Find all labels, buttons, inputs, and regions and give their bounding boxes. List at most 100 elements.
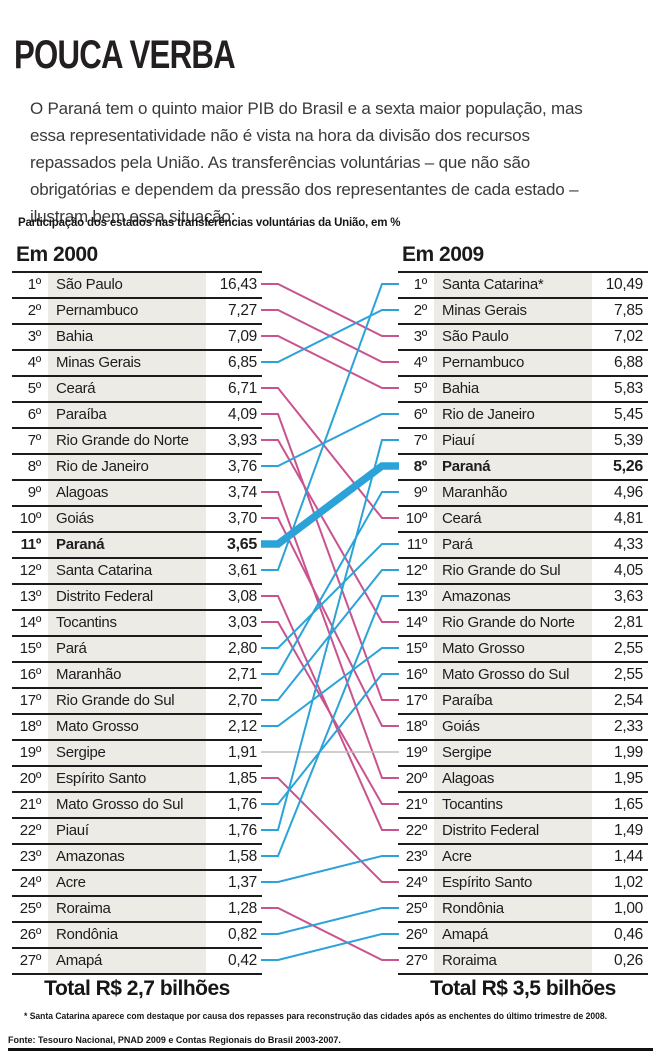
value-cell: 3,70 xyxy=(228,510,257,527)
value-cell: 3,76 xyxy=(228,458,257,475)
value-cell: 6,71 xyxy=(228,380,257,397)
rank-cell: 12º xyxy=(19,562,42,579)
table-row: 22º Distrito Federal 1,49 xyxy=(398,817,648,843)
state-cell: Alagoas xyxy=(48,481,206,505)
slope-line-tocantins xyxy=(261,621,399,805)
state-cell: Distrito Federal xyxy=(48,585,206,609)
table-row: 26º Amapá 0,46 xyxy=(398,921,648,947)
state-cell: Rio Grande do Sul xyxy=(48,689,206,713)
rank-cell: 21º xyxy=(405,796,428,813)
state-cell: Amapá xyxy=(48,949,206,973)
state-cell: São Paulo xyxy=(48,273,206,297)
rank-cell: 24º xyxy=(19,874,42,891)
table-row: 15º Mato Grosso 2,55 xyxy=(398,635,648,661)
footnote: * Santa Catarina aparece com destaque po… xyxy=(24,1011,608,1022)
table-row: 17º Paraíba 2,54 xyxy=(398,687,648,713)
rank-cell: 14º xyxy=(405,614,428,631)
state-cell: Mato Grosso xyxy=(48,715,206,739)
state-cell: Rio Grande do Sul xyxy=(434,559,592,583)
value-cell: 3,65 xyxy=(227,536,257,553)
value-cell: 1,65 xyxy=(614,796,643,813)
value-cell: 1,99 xyxy=(614,744,643,761)
state-cell: Maranhão xyxy=(434,481,592,505)
rank-cell: 1º xyxy=(413,276,428,293)
value-cell: 1,44 xyxy=(614,848,643,865)
rank-cell: 8º xyxy=(27,458,42,475)
rank-cell: 5º xyxy=(27,380,42,397)
table-row: 7º Rio Grande do Norte 3,93 xyxy=(12,427,262,453)
table-row: 5º Bahia 5,83 xyxy=(398,375,648,401)
state-cell: Pará xyxy=(434,533,592,557)
value-cell: 7,27 xyxy=(228,302,257,319)
total-2009: Total R$ 3,5 bilhões xyxy=(430,977,616,1000)
table-row: 21º Mato Grosso do Sul 1,76 xyxy=(12,791,262,817)
table-row: 11º Pará 4,33 xyxy=(398,531,648,557)
column-header-2009: Em 2009 xyxy=(402,243,484,266)
table-row: 5º Ceará 6,71 xyxy=(12,375,262,401)
rank-cell: 20º xyxy=(19,770,42,787)
rank-cell: 26º xyxy=(19,926,42,943)
table-row: 13º Amazonas 3,63 xyxy=(398,583,648,609)
table-row: 3º São Paulo 7,02 xyxy=(398,323,648,349)
state-cell: Sergipe xyxy=(434,741,592,765)
bottom-rule xyxy=(8,1048,653,1051)
rank-cell: 15º xyxy=(19,640,42,657)
table-row: 24º Espírito Santo 1,02 xyxy=(398,869,648,895)
value-cell: 10,49 xyxy=(605,276,644,293)
rank-cell: 7º xyxy=(27,432,42,449)
value-cell: 2,80 xyxy=(228,640,257,657)
slope-line-ceará xyxy=(261,387,399,519)
rank-cell: 3º xyxy=(413,328,428,345)
table-row: 26º Rondônia 0,82 xyxy=(12,921,262,947)
rank-cell: 10º xyxy=(405,510,428,527)
rank-cell: 2º xyxy=(413,302,428,319)
value-cell: 5,83 xyxy=(614,380,643,397)
rank-cell: 17º xyxy=(405,692,428,709)
state-cell: Rio de Janeiro xyxy=(434,403,592,427)
rank-cell: 24º xyxy=(405,874,428,891)
state-cell: Santa Catarina* xyxy=(434,273,592,297)
value-cell: 6,85 xyxy=(228,354,257,371)
page-title: POUCA VERBA xyxy=(14,32,236,77)
state-cell: Rio Grande do Norte xyxy=(434,611,592,635)
rank-cell: 26º xyxy=(405,926,428,943)
rank-cell: 18º xyxy=(405,718,428,735)
state-cell: Goiás xyxy=(434,715,592,739)
state-cell: Rio Grande do Norte xyxy=(48,429,206,453)
slope-line-amazonas xyxy=(261,595,399,857)
value-cell: 4,05 xyxy=(614,562,643,579)
slope-line-rio-grande-do-norte xyxy=(261,439,399,623)
rank-cell: 2º xyxy=(27,302,42,319)
state-cell: Piauí xyxy=(434,429,592,453)
value-cell: 3,03 xyxy=(228,614,257,631)
rank-cell: 25º xyxy=(19,900,42,917)
rank-cell: 4º xyxy=(413,354,428,371)
rank-cell: 17º xyxy=(19,692,42,709)
source-line: Fonte: Tesouro Nacional, PNAD 2009 e Con… xyxy=(8,1035,341,1045)
slope-line-maranhão xyxy=(261,491,399,675)
table-row: 22º Piauí 1,76 xyxy=(12,817,262,843)
table-row: 12º Rio Grande do Sul 4,05 xyxy=(398,557,648,583)
rank-cell: 9º xyxy=(27,484,42,501)
state-cell: Mato Grosso do Sul xyxy=(48,793,206,817)
table-row: 8º Rio de Janeiro 3,76 xyxy=(12,453,262,479)
rank-cell: 15º xyxy=(405,640,428,657)
value-cell: 2,81 xyxy=(614,614,643,631)
value-cell: 2,33 xyxy=(614,718,643,735)
state-cell: Pernambuco xyxy=(48,299,206,323)
slope-line-acre xyxy=(261,855,399,883)
slope-lines xyxy=(261,283,399,961)
value-cell: 2,71 xyxy=(228,666,257,683)
table-row: 14º Rio Grande do Norte 2,81 xyxy=(398,609,648,635)
rank-cell: 19º xyxy=(19,744,42,761)
table-row: 4º Minas Gerais 6,85 xyxy=(12,349,262,375)
table-row: 9º Alagoas 3,74 xyxy=(12,479,262,505)
value-cell: 5,39 xyxy=(614,432,643,449)
rank-cell: 22º xyxy=(19,822,42,839)
table-row: 15º Pará 2,80 xyxy=(12,635,262,661)
rank-cell: 10º xyxy=(19,510,42,527)
value-cell: 3,93 xyxy=(228,432,257,449)
value-cell: 1,02 xyxy=(614,874,643,891)
state-cell: Sergipe xyxy=(48,741,206,765)
